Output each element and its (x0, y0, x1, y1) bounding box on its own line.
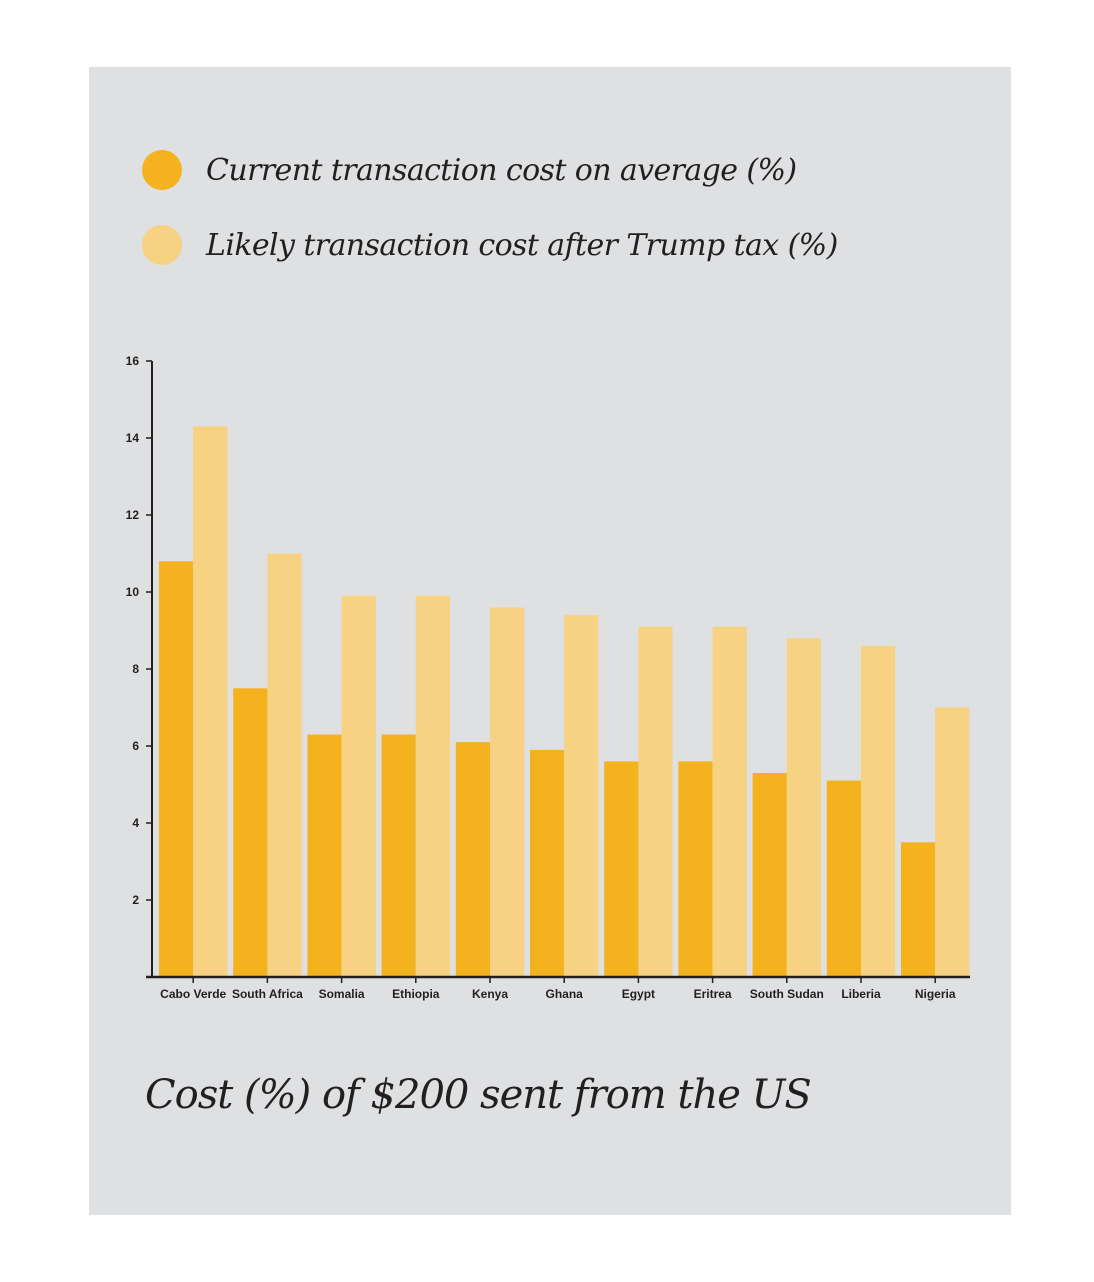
legend-swatch-current (142, 150, 182, 190)
bar-current-nigeria (901, 842, 936, 978)
bar-current-south-africa (233, 688, 268, 978)
x-tick-label-south-sudan: South Sudan (750, 987, 824, 1001)
legend-swatch-likely (142, 225, 182, 265)
bar-current-eritrea (678, 761, 713, 977)
bar-current-liberia (826, 780, 861, 977)
bar-likely-south-sudan (786, 638, 821, 977)
legend-label-current: Current transaction cost on average (%) (206, 153, 797, 188)
x-tick-label-ghana: Ghana (546, 987, 584, 1001)
y-tick-label-12: 12 (126, 508, 140, 522)
y-tick-label-16: 16 (126, 354, 140, 368)
chart-caption: Cost (%) of $200 sent from the US (145, 1072, 812, 1118)
bar-current-south-sudan (752, 773, 787, 977)
bar-likely-ethiopia (415, 595, 450, 977)
y-tick-label-6: 6 (132, 739, 139, 753)
x-tick-label-kenya: Kenya (472, 987, 508, 1001)
y-tick-label-2: 2 (132, 893, 139, 907)
bar-likely-liberia (861, 645, 896, 977)
bar-current-somalia (307, 734, 342, 977)
x-tick-label-somalia: Somalia (319, 987, 365, 1001)
x-tick-label-egypt: Egypt (622, 987, 655, 1001)
bar-likely-eritrea (712, 626, 747, 977)
x-tick-label-nigeria: Nigeria (915, 987, 956, 1001)
bar-likely-south-africa (267, 553, 302, 977)
bar-likely-egypt (638, 626, 673, 977)
x-tick-label-liberia: Liberia (841, 987, 881, 1001)
y-tick-label-10: 10 (126, 585, 140, 599)
x-tick-label-eritrea: Eritrea (694, 987, 732, 1001)
y-tick-label-14: 14 (126, 431, 140, 445)
bar-likely-ghana (564, 615, 599, 977)
x-tick-label-ethiopia: Ethiopia (392, 987, 440, 1001)
y-tick-label-8: 8 (132, 662, 139, 676)
x-tick-label-south-africa: South Africa (232, 987, 303, 1001)
y-tick-label-4: 4 (132, 816, 139, 830)
x-tick-label-cabo-verde: Cabo Verde (160, 987, 226, 1001)
bar-likely-somalia (341, 595, 376, 977)
bar-current-ghana (530, 749, 565, 977)
legend-label-likely: Likely transaction cost after Trump tax … (206, 228, 838, 263)
bar-current-cabo-verde (159, 561, 194, 977)
bar-likely-nigeria (935, 707, 970, 977)
bar-likely-kenya (490, 607, 525, 977)
bar-current-egypt (604, 761, 639, 977)
chart-panel (89, 67, 1011, 1215)
bar-current-kenya (455, 742, 490, 977)
bar-likely-cabo-verde (193, 426, 228, 977)
bar-current-ethiopia (381, 734, 416, 977)
